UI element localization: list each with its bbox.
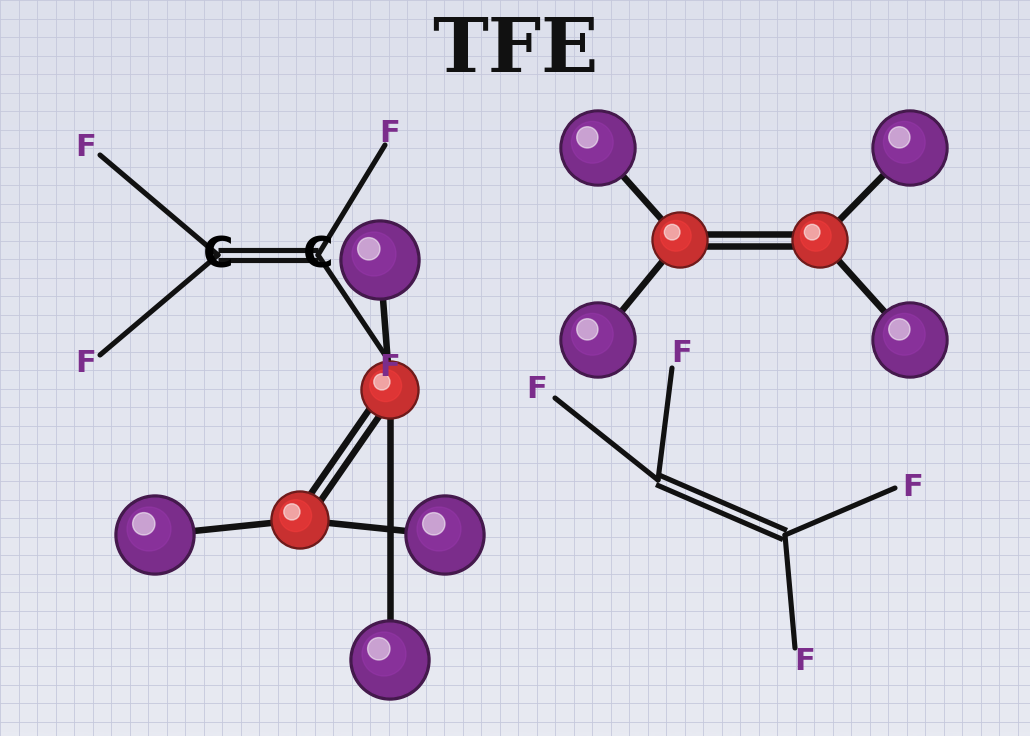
Circle shape [563, 305, 633, 375]
Circle shape [560, 302, 636, 378]
Circle shape [360, 361, 419, 419]
Circle shape [370, 369, 402, 402]
Circle shape [350, 620, 430, 700]
Circle shape [800, 220, 831, 251]
Circle shape [283, 503, 300, 520]
Text: F: F [526, 375, 547, 405]
Circle shape [353, 623, 426, 697]
Circle shape [889, 319, 909, 340]
Text: F: F [794, 648, 816, 676]
Circle shape [340, 220, 420, 300]
Circle shape [652, 212, 708, 268]
Circle shape [804, 224, 820, 240]
Circle shape [118, 498, 192, 572]
Circle shape [405, 495, 485, 575]
Circle shape [572, 121, 613, 163]
Text: F: F [672, 339, 692, 369]
Text: TFE: TFE [432, 15, 598, 88]
Circle shape [368, 637, 390, 660]
Circle shape [273, 493, 327, 547]
Circle shape [654, 214, 706, 266]
Circle shape [577, 127, 598, 148]
Circle shape [271, 491, 329, 549]
Circle shape [884, 314, 925, 355]
Circle shape [794, 214, 846, 266]
Circle shape [357, 238, 380, 260]
Circle shape [422, 512, 445, 535]
Circle shape [876, 113, 945, 183]
Circle shape [884, 121, 925, 163]
Circle shape [572, 314, 613, 355]
Circle shape [872, 302, 948, 378]
Circle shape [133, 512, 154, 535]
Circle shape [792, 212, 848, 268]
Circle shape [417, 507, 461, 551]
Text: C: C [203, 234, 234, 276]
Text: F: F [75, 132, 97, 161]
Circle shape [889, 127, 909, 148]
Circle shape [872, 110, 948, 186]
Circle shape [664, 224, 680, 240]
Circle shape [343, 223, 417, 297]
Text: F: F [902, 473, 923, 503]
Circle shape [876, 305, 945, 375]
Text: F: F [380, 353, 401, 381]
Circle shape [408, 498, 482, 572]
Circle shape [560, 110, 636, 186]
Circle shape [127, 507, 171, 551]
Circle shape [563, 113, 633, 183]
Circle shape [352, 232, 396, 276]
Circle shape [362, 632, 406, 676]
Circle shape [660, 220, 691, 251]
Circle shape [115, 495, 195, 575]
Circle shape [374, 374, 390, 390]
Text: C: C [303, 234, 334, 276]
Circle shape [577, 319, 598, 340]
Text: F: F [75, 349, 97, 378]
Circle shape [280, 500, 312, 531]
Text: F: F [380, 118, 401, 147]
Circle shape [364, 364, 417, 417]
